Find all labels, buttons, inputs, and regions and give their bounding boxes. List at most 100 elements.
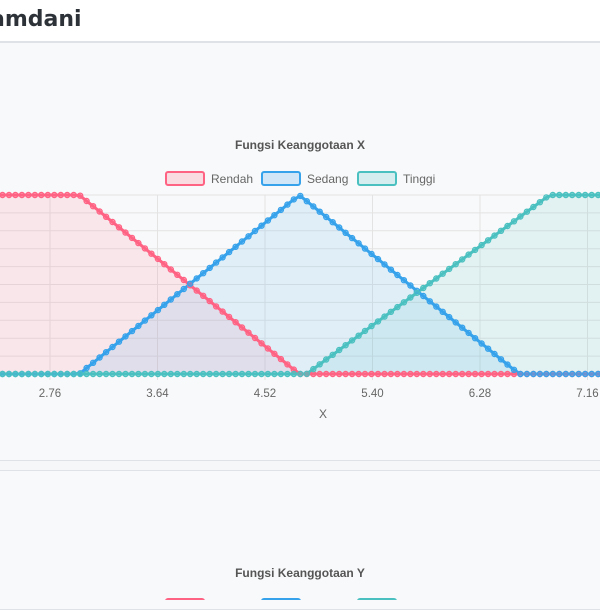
data-point-rendah[interactable] [110,219,115,224]
data-point-tinggi[interactable] [136,371,141,376]
data-point-tinggi[interactable] [78,371,83,376]
legend-swatch-sedang[interactable] [262,172,300,185]
data-point-rendah[interactable] [337,371,342,376]
data-point-tinggi[interactable] [207,371,212,376]
data-point-sedang[interactable] [505,362,510,367]
data-point-rendah[interactable] [362,371,367,376]
data-point-rendah[interactable] [129,235,134,240]
data-point-rendah[interactable] [427,371,432,376]
data-point-sedang[interactable] [479,341,484,346]
data-point-tinggi[interactable] [149,371,154,376]
data-point-sedang[interactable] [91,360,96,365]
data-point-tinggi[interactable] [298,371,303,376]
data-point-tinggi[interactable] [401,300,406,305]
data-point-rendah[interactable] [265,346,270,351]
data-point-rendah[interactable] [71,192,76,197]
data-point-rendah[interactable] [194,288,199,293]
data-point-tinggi[interactable] [6,371,11,376]
data-point-tinggi[interactable] [337,347,342,352]
legend-label-rendah[interactable]: Rendah [211,172,253,186]
data-point-rendah[interactable] [175,272,180,277]
data-point-sedang[interactable] [498,357,503,362]
data-point-sedang[interactable] [181,286,186,291]
data-point-rendah[interactable] [84,198,89,203]
data-point-sedang[interactable] [408,283,413,288]
data-point-tinggi[interactable] [201,371,206,376]
data-point-tinggi[interactable] [13,371,18,376]
data-point-sedang[interactable] [149,313,154,318]
data-point-rendah[interactable] [19,192,24,197]
data-point-rendah[interactable] [181,277,186,282]
data-point-tinggi[interactable] [570,192,575,197]
data-point-sedang[interactable] [375,257,380,262]
data-point-sedang[interactable] [395,272,400,277]
data-point-sedang[interactable] [570,371,575,376]
data-point-sedang[interactable] [343,230,348,235]
data-point-tinggi[interactable] [576,192,581,197]
data-point-sedang[interactable] [104,350,109,355]
data-point-sedang[interactable] [453,320,458,325]
data-point-sedang[interactable] [511,367,516,372]
data-point-sedang[interactable] [155,308,160,313]
data-point-rendah[interactable] [116,225,121,230]
data-point-rendah[interactable] [104,214,109,219]
data-point-sedang[interactable] [589,371,594,376]
data-point-tinggi[interactable] [388,309,393,314]
data-point-sedang[interactable] [272,213,277,218]
data-point-tinggi[interactable] [26,371,31,376]
data-point-rendah[interactable] [155,256,160,261]
data-point-sedang[interactable] [278,207,283,212]
data-point-sedang[interactable] [466,330,471,335]
data-point-tinggi[interactable] [175,371,180,376]
data-point-tinggi[interactable] [84,371,89,376]
data-point-tinggi[interactable] [375,319,380,324]
data-point-rendah[interactable] [505,371,510,376]
data-point-sedang[interactable] [168,297,173,302]
data-point-tinggi[interactable] [479,243,484,248]
data-point-sedang[interactable] [265,218,270,223]
data-point-sedang[interactable] [220,255,225,260]
data-point-tinggi[interactable] [362,328,367,333]
data-point-sedang[interactable] [473,336,478,341]
data-point-tinggi[interactable] [492,233,497,238]
legend-label-tinggi[interactable]: Tinggi [403,172,435,186]
data-point-tinggi[interactable] [52,371,57,376]
data-point-rendah[interactable] [233,320,238,325]
data-point-rendah[interactable] [201,293,206,298]
data-point-tinggi[interactable] [71,371,76,376]
data-point-sedang[interactable] [330,220,335,225]
data-point-sedang[interactable] [214,260,219,265]
data-point-sedang[interactable] [440,309,445,314]
data-point-sedang[interactable] [317,209,322,214]
data-point-tinggi[interactable] [32,371,37,376]
data-point-rendah[interactable] [13,192,18,197]
data-point-rendah[interactable] [408,371,413,376]
data-point-tinggi[interactable] [544,195,549,200]
data-point-rendah[interactable] [259,341,264,346]
data-point-sedang[interactable] [421,293,426,298]
data-point-tinggi[interactable] [265,371,270,376]
data-point-tinggi[interactable] [453,262,458,267]
data-point-rendah[interactable] [58,192,63,197]
data-point-tinggi[interactable] [272,371,277,376]
data-point-tinggi[interactable] [142,371,147,376]
data-point-sedang[interactable] [492,351,497,356]
data-point-rendah[interactable] [330,371,335,376]
data-point-tinggi[interactable] [583,192,588,197]
data-point-sedang[interactable] [207,265,212,270]
data-point-rendah[interactable] [97,209,102,214]
data-point-tinggi[interactable] [486,238,491,243]
data-point-rendah[interactable] [285,362,290,367]
data-point-tinggi[interactable] [330,352,335,357]
legend-swatch-rendah[interactable] [166,172,204,185]
data-point-sedang[interactable] [97,355,102,360]
chart-x-legend[interactable]: Rendah Sedang Tinggi [166,172,435,186]
data-point-sedang[interactable] [369,251,374,256]
data-point-tinggi[interactable] [382,314,387,319]
data-point-tinggi[interactable] [278,371,283,376]
data-point-sedang[interactable] [563,371,568,376]
data-point-tinggi[interactable] [259,371,264,376]
data-point-sedang[interactable] [136,323,141,328]
data-point-sedang[interactable] [123,334,128,339]
data-point-rendah[interactable] [492,371,497,376]
